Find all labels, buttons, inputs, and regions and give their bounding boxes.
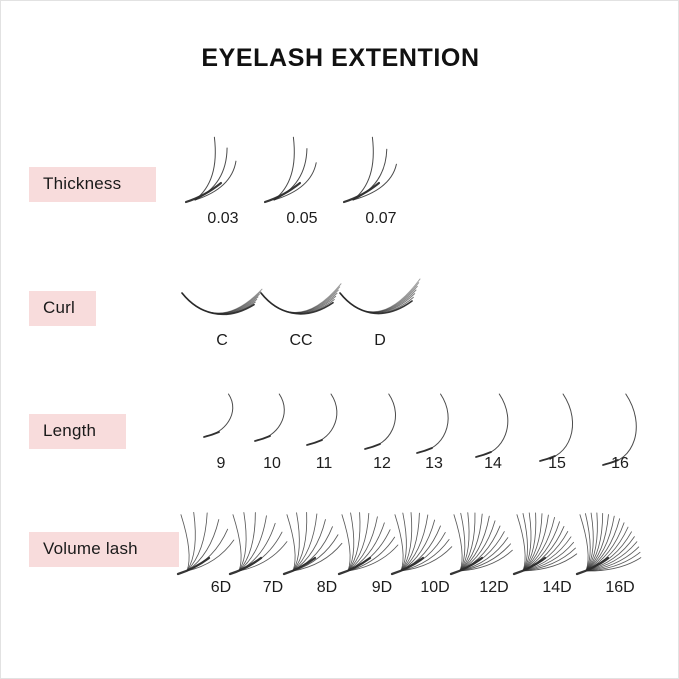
lash-caption: 0.05: [286, 210, 318, 227]
lash-caption: C: [216, 332, 228, 349]
lash-art-icon: [176, 279, 268, 331]
section-label-thickness: Thickness: [29, 167, 156, 202]
lash-caption: 10D: [420, 579, 450, 596]
lash-caption: 11: [315, 455, 333, 472]
lash-caption: 14D: [542, 579, 572, 596]
lash-caption: 12: [373, 455, 391, 472]
lash-caption: 8D: [316, 579, 338, 596]
section-label-volume: Volume lash: [29, 532, 179, 567]
lash-caption: CC: [289, 332, 313, 349]
lash-art-icon: [339, 126, 423, 208]
lash-caption: 13: [425, 455, 443, 472]
lash-art-icon: [334, 278, 426, 331]
lash-art-icon: [175, 501, 267, 579]
lash-art-icon: [511, 501, 603, 579]
lash-art-icon: [574, 501, 666, 579]
lash-art-icon: [304, 386, 344, 450]
lash-caption: 12D: [479, 579, 509, 596]
lash-caption: 6D: [210, 579, 232, 596]
lash-caption: 16: [611, 455, 629, 472]
lash-art-icon: [181, 126, 265, 208]
lash-caption: 15: [548, 455, 566, 472]
lash-caption: 0.03: [207, 210, 239, 227]
lash-art-icon: [336, 501, 428, 579]
lash-art-icon: [389, 501, 481, 579]
lash-art-icon: [281, 501, 373, 579]
lash-caption: 0.07: [365, 210, 397, 227]
lash-caption: 9: [216, 455, 226, 472]
lash-art-icon: [473, 386, 513, 462]
lash-caption: 7D: [262, 579, 284, 596]
page-title: EYELASH EXTENTION: [201, 44, 480, 72]
lash-caption: 9D: [371, 579, 393, 596]
lash-caption: 16D: [605, 579, 635, 596]
lash-art-icon: [201, 386, 241, 442]
lash-art-icon: [260, 126, 344, 208]
lash-caption: 10: [263, 455, 281, 472]
lash-art-icon: [362, 386, 402, 454]
lash-caption: D: [374, 332, 386, 349]
section-label-length: Length: [29, 414, 126, 449]
lash-art-icon: [252, 386, 292, 446]
lash-art-icon: [537, 386, 577, 466]
lash-art-icon: [255, 279, 347, 331]
lash-art-icon: [448, 501, 540, 579]
lash-art-icon: [414, 386, 454, 458]
section-label-curl: Curl: [29, 291, 96, 326]
lash-art-icon: [600, 386, 640, 470]
lash-caption: 14: [484, 455, 502, 472]
lash-art-icon: [227, 501, 319, 579]
